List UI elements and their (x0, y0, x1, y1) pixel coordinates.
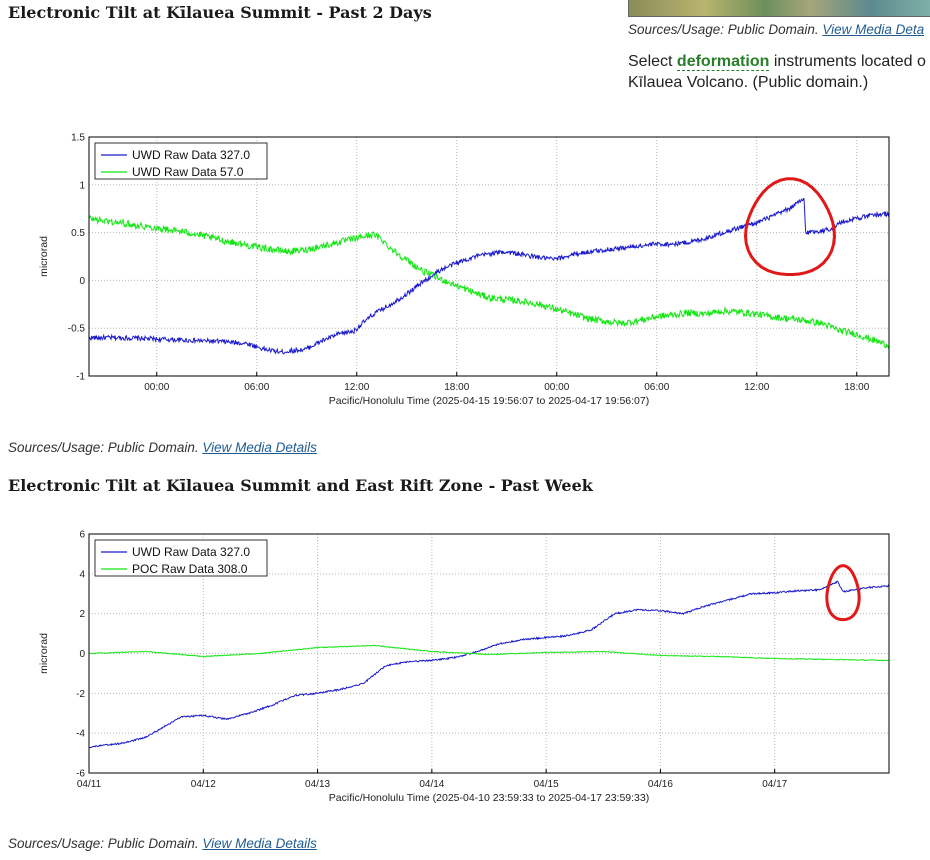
legend-entry: UWD Raw Data 57.0 (132, 165, 244, 179)
x-tick-label: 18:00 (844, 382, 869, 393)
y-tick-label: 0 (79, 276, 85, 287)
hand-drawn-circle-annotation (825, 564, 861, 622)
view-media-details-link[interactable]: View Media Deta (822, 22, 925, 37)
x-tick-label: 04/14 (419, 779, 444, 790)
y-tick-label: -0.5 (68, 324, 86, 335)
y-tick-label: -2 (76, 689, 85, 700)
chart2-source-caption: Sources/Usage: Public Domain. View Media… (8, 836, 317, 851)
y-tick-label: -1 (76, 372, 85, 383)
series-line-2 (88, 644, 890, 662)
deformation-map-image (628, 0, 930, 17)
x-tick-label: 00:00 (144, 382, 169, 393)
y-tick-label: -4 (76, 729, 85, 740)
x-axis-label: Pacific/Honolulu Time (2025-04-10 23:59:… (329, 792, 649, 804)
x-tick-label: 04/15 (534, 779, 559, 790)
x-tick-label: 12:00 (744, 382, 769, 393)
x-tick-label: 04/12 (191, 779, 216, 790)
y-tick-label: -6 (76, 769, 85, 780)
x-tick-label: 06:00 (644, 382, 669, 393)
y-tick-label: 1.5 (71, 133, 85, 144)
y-axis-label: microrad (38, 236, 50, 277)
legend-entry: POC Raw Data 308.0 (132, 562, 248, 576)
y-tick-label: 4 (79, 569, 85, 580)
x-tick-label: 12:00 (344, 382, 369, 393)
series-line-1 (88, 580, 890, 749)
x-axis-label: Pacific/Honolulu Time (2025-04-15 19:56:… (329, 395, 649, 407)
y-tick-label: 0 (79, 649, 85, 660)
view-media-details-link[interactable]: View Media Details (202, 836, 317, 851)
chart1-source-caption: Sources/Usage: Public Domain. View Media… (8, 440, 317, 455)
y-tick-label: 1 (79, 180, 85, 191)
x-tick-label: 04/11 (77, 779, 102, 790)
map-description: Select deformation instruments located o… (628, 53, 926, 91)
map-source-caption: Sources/Usage: Public Domain. View Media… (628, 22, 925, 37)
deformation-glossary-link[interactable]: deformation (676, 53, 770, 71)
x-tick-label: 00:00 (544, 382, 569, 393)
plot-frame (88, 533, 890, 774)
plot-frame (88, 136, 890, 377)
x-tick-label: 04/17 (762, 779, 787, 790)
x-tick-label: 04/16 (648, 779, 673, 790)
series-line-2 (88, 215, 890, 350)
y-axis-label: microrad (38, 633, 50, 674)
legend-entry: UWD Raw Data 327.0 (132, 545, 250, 559)
x-tick-label: 18:00 (444, 382, 469, 393)
y-tick-label: 0.5 (71, 228, 85, 239)
section-heading-past-2-days: Electronic Tilt at Kīlauea Summit - Past… (8, 3, 432, 22)
section-heading-past-week: Electronic Tilt at Kīlauea Summit and Ea… (8, 476, 593, 495)
tilt-chart-past-2-days: -1 -0.5 0 0.5 1 1.5 00:00 06:00 12:00 18:00 00:00 0… (38, 133, 890, 407)
legend-box (94, 142, 268, 180)
tilt-chart-past-week: -6 -4 -2 0 2 4 6 04/11 04/12 04/13 04/14 04/15 04/16… (38, 530, 890, 804)
view-media-details-link[interactable]: View Media Details (202, 440, 317, 455)
series-line-1 (88, 198, 890, 355)
x-tick-label: 06:00 (244, 382, 269, 393)
legend-entry: UWD Raw Data 327.0 (132, 148, 250, 162)
hand-drawn-circle-annotation (743, 177, 837, 276)
x-tick-label: 04/13 (305, 779, 330, 790)
y-tick-label: 6 (79, 530, 85, 541)
y-tick-label: 2 (79, 609, 85, 620)
legend-box (94, 539, 268, 577)
